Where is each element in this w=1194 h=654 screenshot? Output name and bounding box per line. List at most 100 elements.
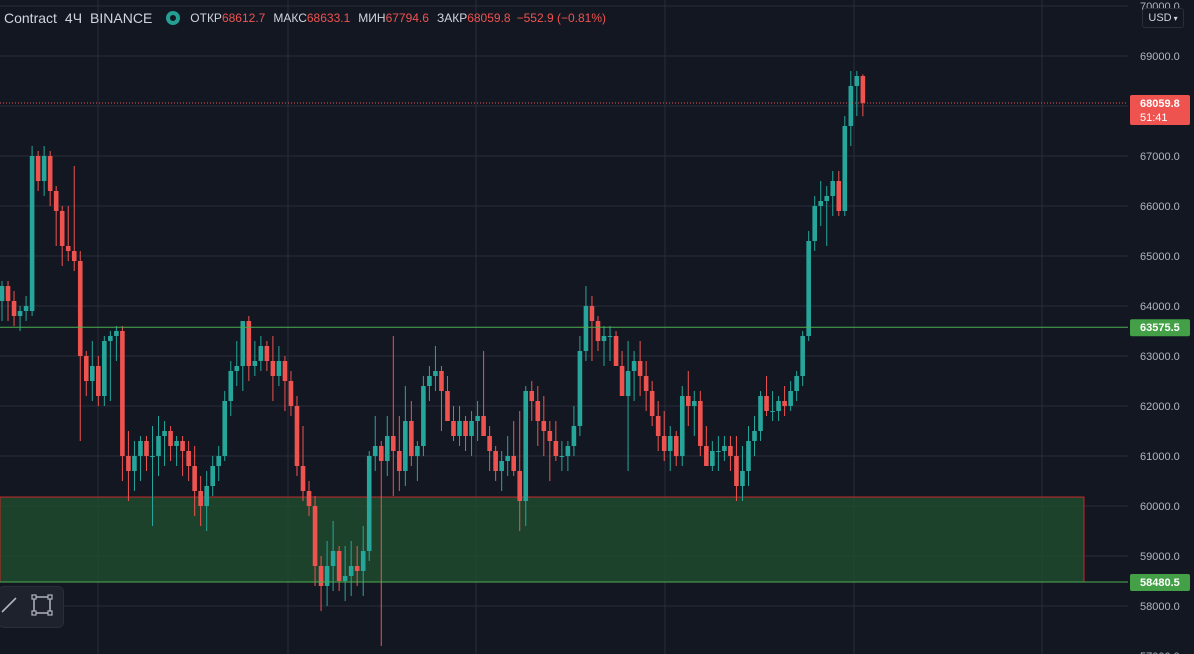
candle-body (601, 336, 607, 341)
candle-body (246, 321, 252, 366)
candle-body (565, 446, 571, 456)
price-tick-label: 67000.0 (1140, 151, 1180, 163)
candle-body (776, 401, 781, 411)
candles (0, 71, 866, 646)
candle-body (698, 401, 703, 446)
interval[interactable]: 4Ч (64, 10, 83, 26)
candle-body (415, 446, 420, 456)
candle-body (150, 456, 155, 457)
level-price-tag (1130, 573, 1190, 591)
high-value: 68633.1 (306, 11, 351, 25)
candle-body (800, 336, 805, 376)
candle-body (463, 421, 468, 436)
candle-body (631, 361, 637, 371)
price-tick-label: 60000.0 (1140, 501, 1180, 513)
candle-body (65, 246, 71, 251)
candle-body (625, 371, 631, 396)
candle-body (595, 321, 601, 341)
candle-body (168, 431, 173, 446)
close-value: 68059.8 (467, 11, 511, 25)
candle-body (77, 261, 83, 356)
candle-body (258, 346, 264, 361)
currency-unit-button[interactable]: USD ▾ (1142, 8, 1184, 28)
open-label: ОТКР (190, 11, 222, 25)
candle-body (679, 396, 685, 456)
price-tick-label: 59000.0 (1140, 551, 1180, 563)
candle-body (728, 446, 733, 456)
level-price-label: 63575.5 (1140, 322, 1180, 334)
candle-body (138, 441, 143, 456)
candle-body (541, 421, 547, 431)
candle-body (794, 376, 799, 391)
symbol-header: Contract 4Ч BINANCE ОТКР 68612.7 МАКС 68… (4, 8, 606, 28)
rectangle-tool-icon[interactable] (25, 588, 59, 622)
candle-body (96, 366, 101, 396)
candle-body (330, 551, 336, 566)
candle-body (842, 126, 848, 211)
candle-body (264, 346, 270, 361)
candle-body (511, 456, 516, 471)
candle-body (53, 191, 59, 211)
candle-body (445, 391, 450, 421)
candle-body (812, 206, 817, 241)
candle-body (758, 396, 763, 431)
candle-body (391, 436, 396, 451)
candle-body (102, 341, 107, 396)
candle-body (740, 471, 745, 486)
candle-body (499, 461, 504, 471)
candle-body (553, 441, 559, 456)
trend-line-tool-icon[interactable] (0, 588, 26, 622)
candle-body (156, 436, 161, 456)
candle-body (29, 156, 35, 311)
candle-body (433, 371, 438, 376)
candle-body (348, 566, 354, 576)
candle-body (848, 86, 854, 126)
symbol-name[interactable]: Contract (4, 10, 57, 26)
candle-body (770, 411, 775, 412)
candle-body (192, 466, 197, 491)
candle-body (366, 456, 372, 551)
candle-body (336, 551, 342, 581)
price-tick-label: 66000.0 (1140, 201, 1180, 213)
candle-body (427, 376, 432, 386)
candle-body (252, 361, 258, 366)
candle-body (126, 456, 131, 471)
last-price-tag (1130, 95, 1190, 126)
candle-body (216, 456, 222, 466)
candle-body (114, 331, 119, 336)
drawing-toolbar (0, 586, 64, 628)
candle-body (722, 446, 727, 451)
candle-body (23, 306, 29, 311)
price-tick-label: 65000.0 (1140, 251, 1180, 263)
price-tick-label: 62000.0 (1140, 401, 1180, 413)
market-status-icon[interactable] (166, 11, 181, 25)
candle-body (830, 181, 836, 196)
candle-body (300, 466, 306, 491)
candle-body (162, 431, 167, 436)
candle-body (505, 456, 510, 461)
candle-body (421, 386, 426, 446)
candle-body (517, 471, 523, 501)
low-value: 67794.6 (385, 11, 429, 25)
candle-body (583, 306, 589, 351)
candle-body (210, 466, 215, 486)
candle-body (372, 446, 378, 456)
demand-zone[interactable] (0, 496, 1085, 583)
candle-body (288, 381, 294, 406)
candle-body (186, 451, 191, 466)
price-levels[interactable] (0, 102, 1128, 583)
candle-body (360, 551, 366, 571)
candle-body (692, 401, 697, 406)
price-axis[interactable]: 57000.0 58000.0 59000.0 60000.0 61000.0 62000… (1130, 1, 1190, 654)
close-label: ЗАКР (436, 11, 468, 25)
candle-body (752, 431, 757, 441)
candle-body (824, 196, 830, 201)
candle-body (17, 311, 23, 316)
candle-body (108, 336, 113, 341)
price-tick-label: 63000.0 (1140, 351, 1180, 363)
candle-body (649, 391, 655, 416)
candle-body (643, 376, 649, 391)
candle-body (559, 456, 565, 457)
candle-body (439, 371, 444, 391)
